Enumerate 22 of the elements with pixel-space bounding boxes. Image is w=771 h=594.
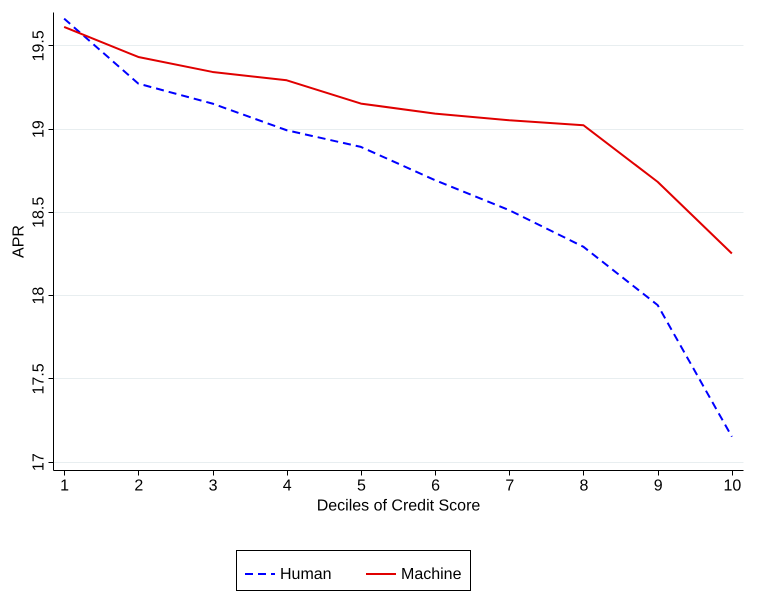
x-tick-label: 7 (505, 478, 514, 494)
y-axis-title: APR (10, 225, 28, 258)
x-tick-label: 10 (723, 478, 742, 494)
legend-label: Machine (401, 566, 462, 583)
y-tick-label: 18.5 (30, 196, 48, 228)
y-tick-label: 17.5 (30, 363, 48, 394)
x-tick-label: 5 (356, 478, 366, 494)
y-tick-label: 19 (30, 120, 48, 138)
y-tick-label: 17 (30, 453, 48, 472)
x-tick-label: 8 (580, 478, 589, 494)
line-series (63, 18, 733, 438)
y-tick-label: 18 (30, 286, 48, 305)
x-tick-label: 6 (431, 478, 440, 494)
x-tick-label: 3 (208, 478, 218, 494)
x-axis-title: Deciles of Credit Score (316, 498, 480, 514)
x-tick-label: 2 (134, 478, 144, 494)
line-series (63, 26, 733, 254)
x-tick-label: 1 (60, 478, 70, 494)
legend-label: Human (280, 566, 332, 583)
x-tick-label: 9 (654, 478, 663, 494)
x-tick-label: 4 (282, 478, 292, 494)
y-tick-label: 19.5 (30, 30, 48, 62)
